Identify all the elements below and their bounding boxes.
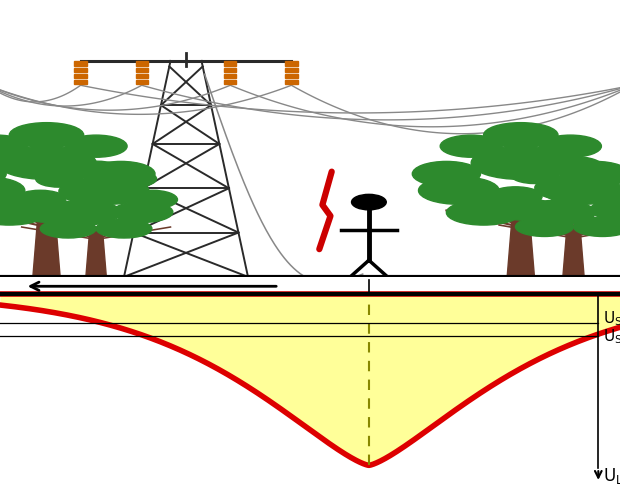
Ellipse shape bbox=[0, 200, 46, 225]
Ellipse shape bbox=[494, 198, 557, 220]
Ellipse shape bbox=[0, 146, 96, 179]
Bar bbox=[224, 61, 236, 66]
Text: $\mathrm{U_{S1}}$: $\mathrm{U_{S1}}$ bbox=[603, 310, 620, 328]
Ellipse shape bbox=[0, 135, 28, 157]
Ellipse shape bbox=[40, 220, 96, 238]
Bar bbox=[136, 68, 148, 72]
Bar bbox=[136, 74, 148, 78]
Ellipse shape bbox=[112, 202, 173, 222]
Ellipse shape bbox=[110, 171, 156, 187]
Ellipse shape bbox=[0, 176, 25, 204]
Bar bbox=[74, 74, 87, 78]
Ellipse shape bbox=[412, 161, 480, 186]
Ellipse shape bbox=[511, 166, 559, 184]
Ellipse shape bbox=[489, 187, 542, 206]
Bar bbox=[136, 61, 148, 66]
Ellipse shape bbox=[542, 176, 620, 204]
Ellipse shape bbox=[544, 157, 603, 176]
Ellipse shape bbox=[515, 217, 574, 237]
Ellipse shape bbox=[68, 161, 124, 180]
Ellipse shape bbox=[126, 190, 177, 209]
Ellipse shape bbox=[59, 179, 133, 204]
Ellipse shape bbox=[0, 161, 6, 186]
Ellipse shape bbox=[68, 176, 149, 204]
Bar bbox=[74, 61, 87, 66]
Bar bbox=[224, 68, 236, 72]
Ellipse shape bbox=[15, 190, 66, 209]
Bar bbox=[224, 80, 236, 84]
Ellipse shape bbox=[418, 176, 499, 204]
Ellipse shape bbox=[535, 175, 612, 201]
Ellipse shape bbox=[588, 166, 620, 184]
Ellipse shape bbox=[605, 187, 620, 206]
Ellipse shape bbox=[471, 146, 570, 179]
Circle shape bbox=[352, 195, 386, 210]
Ellipse shape bbox=[9, 122, 84, 147]
Ellipse shape bbox=[561, 161, 620, 186]
Bar bbox=[285, 74, 298, 78]
Bar bbox=[74, 80, 87, 84]
Bar bbox=[285, 61, 298, 66]
Ellipse shape bbox=[539, 135, 601, 157]
Ellipse shape bbox=[484, 122, 558, 147]
Polygon shape bbox=[507, 210, 534, 277]
Text: $\mathrm{U_L}$: $\mathrm{U_L}$ bbox=[603, 466, 620, 486]
Ellipse shape bbox=[521, 200, 595, 225]
Bar bbox=[224, 74, 236, 78]
Ellipse shape bbox=[96, 220, 152, 238]
Ellipse shape bbox=[19, 202, 80, 222]
Bar bbox=[285, 68, 298, 72]
Ellipse shape bbox=[446, 200, 521, 225]
Polygon shape bbox=[86, 227, 107, 277]
Ellipse shape bbox=[35, 171, 82, 187]
Ellipse shape bbox=[87, 161, 155, 186]
Ellipse shape bbox=[440, 135, 502, 157]
Text: $\mathrm{U_{S2}}$: $\mathrm{U_{S2}}$ bbox=[603, 327, 620, 345]
Ellipse shape bbox=[574, 217, 620, 237]
Ellipse shape bbox=[46, 200, 121, 225]
Ellipse shape bbox=[590, 198, 620, 220]
Bar bbox=[285, 80, 298, 84]
Polygon shape bbox=[563, 225, 584, 277]
Bar bbox=[136, 80, 148, 84]
Bar bbox=[74, 68, 87, 72]
Polygon shape bbox=[33, 210, 60, 277]
Ellipse shape bbox=[65, 135, 127, 157]
